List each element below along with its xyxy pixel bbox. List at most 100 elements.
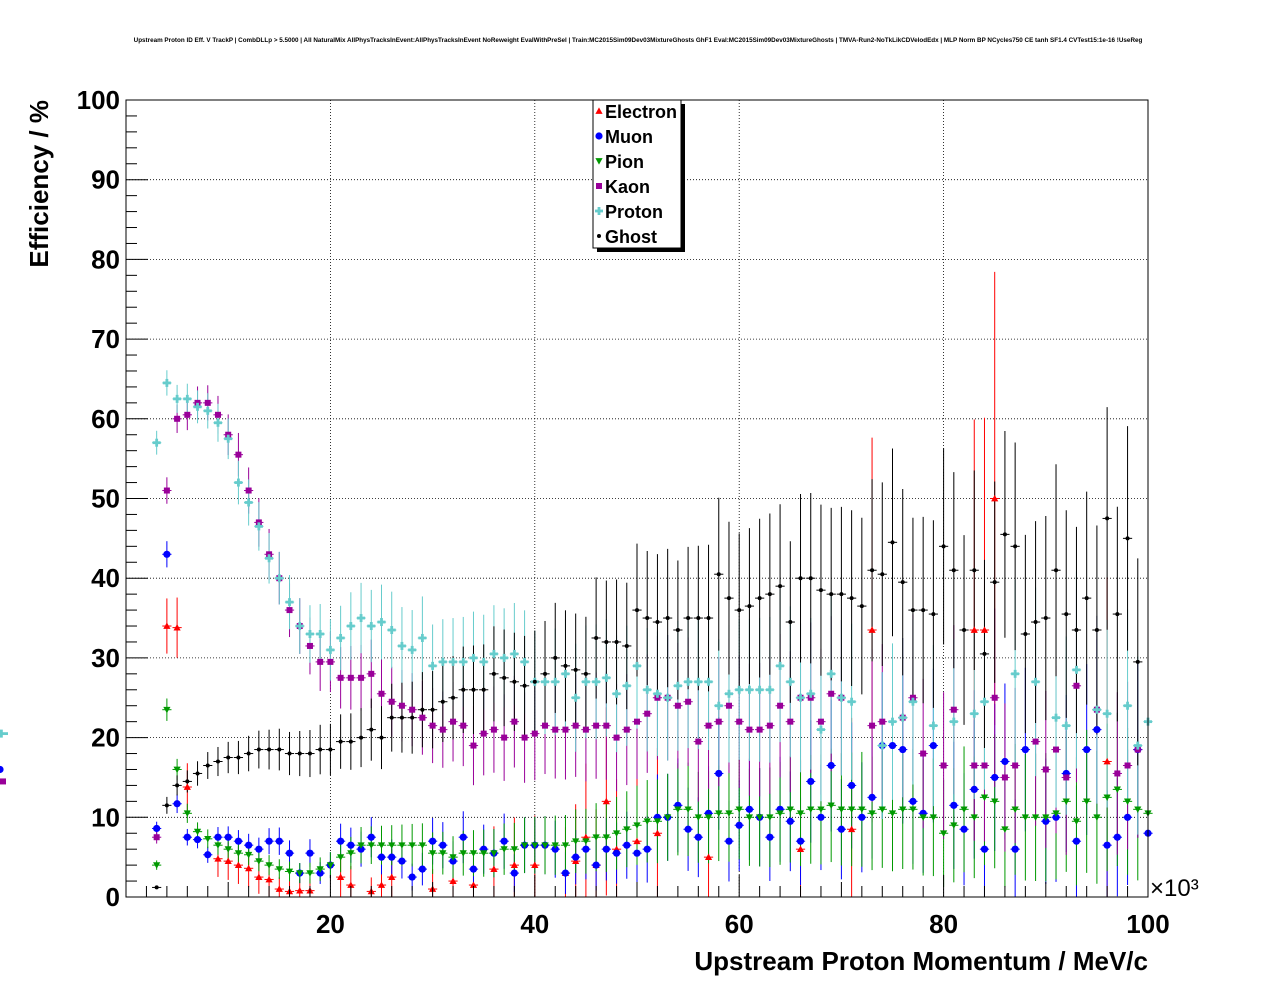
ghost-point xyxy=(665,616,670,621)
legend-marker-proton xyxy=(595,207,603,215)
proton-point xyxy=(602,673,611,682)
pion-point xyxy=(1042,814,1050,821)
muon-point xyxy=(745,805,754,813)
muon-point xyxy=(1011,845,1019,853)
proton-point xyxy=(336,633,345,642)
ghost-point xyxy=(205,763,210,768)
proton-point xyxy=(316,629,325,638)
pion-point xyxy=(398,842,406,849)
ghost-point xyxy=(818,588,823,593)
electron-point xyxy=(490,865,498,872)
electron-point xyxy=(224,857,232,865)
proton-point-horizontal xyxy=(949,720,958,724)
ghost-point xyxy=(318,747,323,752)
proton-point xyxy=(1011,669,1020,678)
electron-point xyxy=(469,881,478,888)
muon-point xyxy=(612,849,621,857)
muon-point xyxy=(899,745,907,754)
kaon-point xyxy=(531,730,538,737)
ghost-point xyxy=(1135,659,1140,664)
proton-point-horizontal xyxy=(735,688,744,692)
muon-point xyxy=(1042,817,1050,825)
proton-point xyxy=(561,669,570,678)
kaon-point xyxy=(388,698,395,705)
kaon-point xyxy=(347,674,354,681)
pion-point xyxy=(520,842,529,849)
pion-point xyxy=(265,862,273,869)
proton-point-horizontal xyxy=(898,716,907,720)
kaon-point xyxy=(623,726,630,733)
kaon-point xyxy=(184,411,191,418)
ghost-point xyxy=(236,755,241,760)
proton-point-horizontal xyxy=(183,397,192,401)
pion-point xyxy=(674,806,682,813)
ghost-point xyxy=(481,687,486,692)
ghost-point xyxy=(962,628,967,633)
pion-point xyxy=(337,854,345,861)
proton-point xyxy=(224,434,233,443)
proton-point xyxy=(847,697,856,706)
proton-point-horizontal xyxy=(888,720,897,724)
kaon-point xyxy=(245,487,252,494)
ghost-point xyxy=(982,651,987,656)
ghost-point xyxy=(389,715,394,720)
legend-marker-proton-horizontal xyxy=(595,209,603,213)
muon-point xyxy=(377,853,386,861)
kaon-point xyxy=(1124,762,1131,769)
pion-point xyxy=(296,870,304,877)
pion-point xyxy=(602,834,610,841)
proton-point xyxy=(592,677,601,686)
pion-point xyxy=(439,850,447,857)
proton-point-horizontal xyxy=(551,680,560,684)
pion-point xyxy=(173,766,181,774)
ghost-point xyxy=(553,655,558,660)
pion-point xyxy=(909,806,917,813)
proton-point xyxy=(387,626,396,635)
proton-point xyxy=(346,622,355,631)
kaon-point xyxy=(470,742,477,749)
pion-point xyxy=(991,798,999,805)
kaon-point xyxy=(480,730,487,737)
proton-point-horizontal xyxy=(203,409,212,413)
proton-point-horizontal xyxy=(469,656,478,660)
pion-point xyxy=(899,806,907,813)
proton-point-horizontal xyxy=(397,644,406,648)
ghost-point xyxy=(1094,628,1099,633)
proton-point-horizontal xyxy=(510,652,519,656)
ghost-point xyxy=(604,639,609,644)
kaon-point xyxy=(1073,682,1080,689)
kaon-point xyxy=(358,674,365,681)
muon-point xyxy=(551,845,559,853)
kaon-point xyxy=(153,834,160,841)
proton-point xyxy=(1103,709,1112,718)
proton-point xyxy=(755,685,764,694)
proton-point-horizontal xyxy=(1123,704,1132,708)
muon-point xyxy=(888,741,897,750)
proton-point xyxy=(653,689,662,698)
kaon-point xyxy=(971,762,978,769)
ghost-point xyxy=(461,687,466,692)
muon-point xyxy=(807,777,815,786)
proton-point xyxy=(612,689,621,698)
pion-point xyxy=(929,814,937,821)
kaon-point xyxy=(674,702,681,709)
proton-point xyxy=(213,418,222,427)
pion-point xyxy=(347,850,355,857)
electron-point xyxy=(173,624,181,631)
muon-point xyxy=(224,833,232,841)
pion-point xyxy=(766,814,774,821)
x-tick-label: 60 xyxy=(725,909,754,939)
proton-point xyxy=(878,741,887,750)
muon-point xyxy=(796,837,805,845)
pion-point xyxy=(418,842,426,849)
kaon-point xyxy=(1114,770,1121,777)
muon-point xyxy=(388,853,396,861)
proton-point xyxy=(837,693,846,702)
muon-point xyxy=(153,824,161,833)
proton-point-horizontal xyxy=(479,660,488,664)
ghost-point xyxy=(491,671,496,676)
proton-point-horizontal xyxy=(1062,724,1071,728)
proton-point-horizontal xyxy=(152,441,161,445)
muon-point xyxy=(592,861,600,869)
